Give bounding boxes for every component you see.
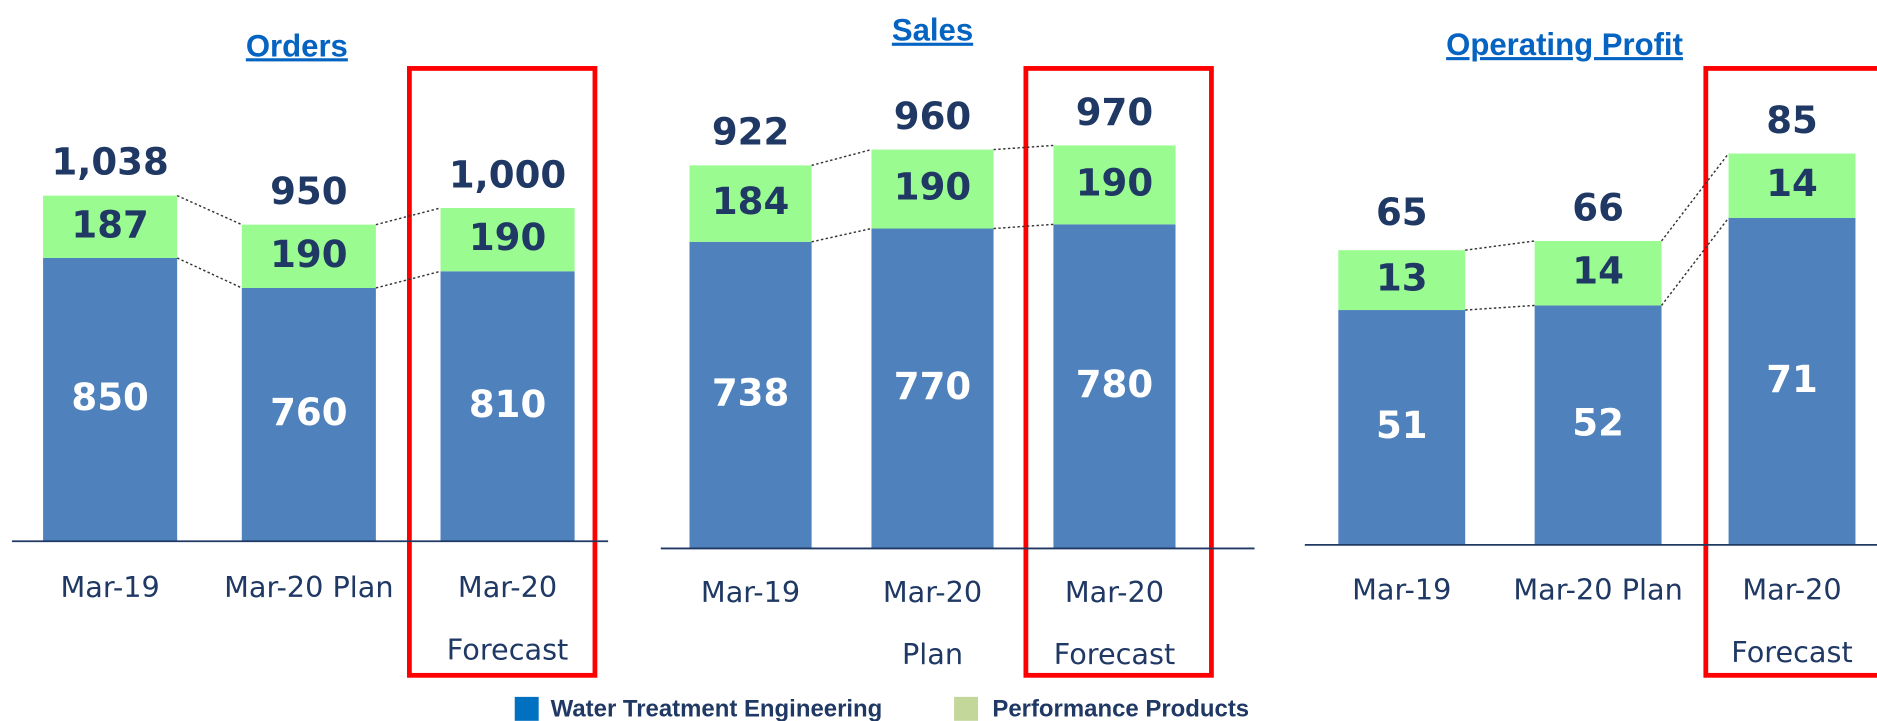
x-tick-label: Mar-20 [1065,575,1164,609]
bar-segment [1338,310,1466,545]
connector [811,227,872,243]
data-label: 187 [71,203,148,246]
data-label: 51 [1376,404,1428,447]
bar-segment [241,287,376,542]
data-label: 184 [712,180,789,223]
x-tick-label: Mar-19 [60,570,159,604]
bar-segment [689,165,812,242]
legend-label: Water Treatment Engineering [551,695,883,721]
bar-segment [1338,250,1466,311]
total-label: 950 [270,170,347,213]
x-tick-label: Mar-19 [1352,573,1451,607]
x-tick-label: Plan [902,637,963,671]
connector [1465,240,1535,251]
total-label: 1,000 [449,153,566,196]
bar-segment [1053,145,1176,225]
bar-segment [1728,153,1856,218]
data-label: 190 [270,233,347,276]
bar-segment [1534,240,1662,306]
data-label: 850 [71,376,148,419]
connector [375,207,441,226]
legend-label: Performance Products [992,695,1249,721]
chart-title: Orders [246,28,348,63]
connector [993,144,1054,151]
total-label: 922 [712,111,789,154]
data-label: 71 [1766,358,1818,401]
connector [1465,304,1535,311]
data-label: 190 [1076,161,1153,204]
data-label: 190 [894,166,971,209]
highlight-box [1703,66,1877,678]
connector [375,270,441,289]
connector [811,148,872,167]
bar-segment [43,195,178,258]
bar-segment [1728,217,1856,545]
data-label: 14 [1572,250,1624,293]
x-tick-label: Forecast [1731,635,1853,669]
data-label: 14 [1766,162,1818,205]
total-label: 1,038 [51,141,168,184]
connector [1660,217,1730,306]
total-label: 970 [1076,91,1153,134]
legend-swatch [954,696,979,721]
x-tick-label: Forecast [447,632,569,666]
bar-segment [871,228,994,549]
connector [176,194,243,226]
chart-title: Sales [892,13,973,48]
data-label: 738 [712,372,789,415]
data-label: 13 [1376,257,1428,300]
data-label: 810 [469,383,546,426]
bar-segment [241,224,376,288]
x-tick-label: Mar-20 [883,575,982,609]
x-tick-label: Forecast [1054,637,1176,671]
x-tick-label: Mar-20 Plan [1513,573,1682,607]
data-label: 780 [1076,363,1153,406]
x-tick-label: Mar-19 [701,575,800,609]
total-label: 65 [1376,191,1428,234]
bar-segment [43,257,178,542]
x-tick-label: Mar-20 [1742,573,1841,607]
bar-segment [689,241,812,549]
bar-segment [871,149,994,229]
connector [176,257,243,289]
connector [993,223,1054,230]
legend-swatch [514,696,539,721]
data-label: 760 [270,391,347,434]
bar-segment [1534,305,1662,545]
chart-title: Operating Profit [1446,27,1683,62]
highlight-box [1023,66,1214,678]
data-label: 190 [469,216,546,259]
bar-segment [440,207,575,272]
connector [1660,153,1730,242]
x-tick-label: Mar-20 [458,570,557,604]
bar-segment [440,271,575,542]
total-label: 85 [1766,99,1818,142]
bar-segment [1053,224,1176,549]
highlight-box [407,66,598,678]
data-label: 770 [894,365,971,408]
x-tick-label: Mar-20 Plan [224,570,393,604]
total-label: 66 [1572,186,1624,229]
total-label: 960 [894,95,971,138]
data-label: 52 [1572,402,1624,445]
